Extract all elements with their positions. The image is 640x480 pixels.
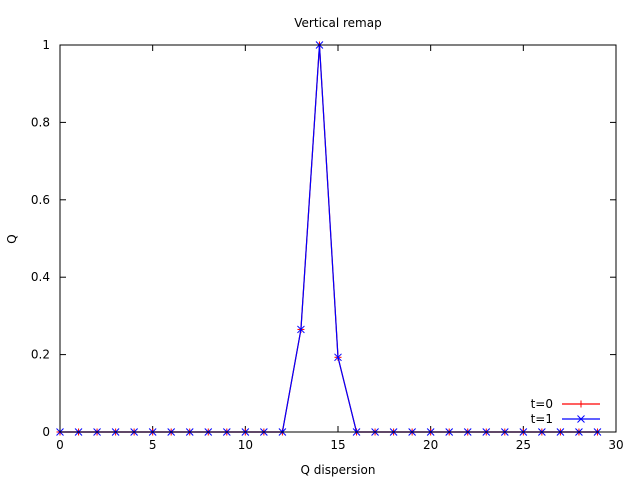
axis-ticks: 0 5 10 15 20 25 30 0 0.2 0.4 0.6 0.8 1 <box>31 38 624 452</box>
series-line-2 <box>60 44 598 433</box>
series-group <box>56 41 602 436</box>
data-point <box>297 325 305 334</box>
y-tick-label: 0.6 <box>31 193 50 207</box>
y-tick-label: 0.4 <box>31 270 50 284</box>
y-axis-label: Q <box>5 234 19 243</box>
x-tick-label: 5 <box>149 438 157 452</box>
legend-marker <box>577 415 585 423</box>
y-tick-label: 0.2 <box>31 348 50 362</box>
x-tick-label: 30 <box>608 438 623 452</box>
legend-marker <box>577 400 585 408</box>
legend: t=0t=1 <box>531 397 600 426</box>
x-tick-label: 25 <box>516 438 531 452</box>
x-tick-label: 0 <box>56 438 64 452</box>
x-tick-label: 20 <box>423 438 438 452</box>
data-point <box>334 353 342 362</box>
x-axis-label: Q dispersion <box>301 463 376 477</box>
legend-label: t=1 <box>531 412 553 426</box>
plot-frame <box>59 44 617 433</box>
y-tick-label: 0.8 <box>31 115 50 129</box>
x-tick-label: 15 <box>330 438 345 452</box>
y-tick-label: 0 <box>42 425 50 439</box>
y-tick-label: 1 <box>42 38 50 52</box>
chart-title: Vertical remap <box>294 16 381 30</box>
legend-label: t=0 <box>531 397 553 411</box>
x-tick-label: 10 <box>238 438 253 452</box>
series-line-1 <box>60 44 598 433</box>
